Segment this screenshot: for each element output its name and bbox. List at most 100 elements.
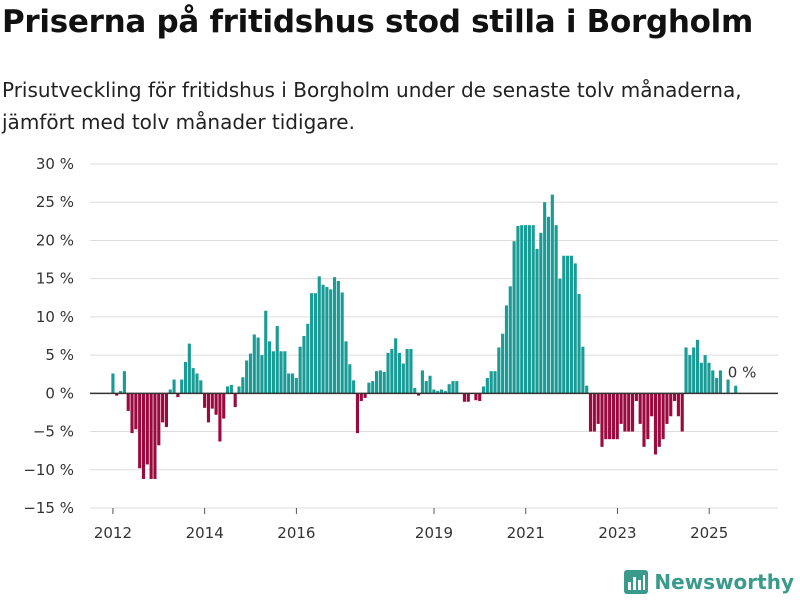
bar (329, 289, 333, 394)
bar (646, 393, 650, 440)
bar (699, 362, 703, 394)
bar (604, 393, 608, 440)
bar (210, 393, 214, 409)
bar (485, 378, 489, 394)
bar (715, 378, 719, 394)
bar (634, 393, 638, 401)
bar (566, 255, 570, 394)
y-tick-label: 0 % (45, 384, 74, 402)
bar (692, 347, 696, 394)
bar (268, 341, 272, 394)
bar (527, 225, 531, 394)
bar (141, 393, 146, 479)
bar (199, 380, 203, 394)
bar (134, 393, 138, 430)
bar (176, 393, 180, 398)
bar (627, 393, 631, 432)
bar (352, 380, 356, 394)
logo-text: Newsworthy (654, 570, 794, 594)
bar (218, 393, 222, 442)
chart-title: Priserna på fritidshus stod stilla i Bor… (2, 4, 753, 40)
bar (378, 370, 382, 394)
bar (394, 338, 398, 394)
bar (734, 385, 738, 394)
bar (707, 362, 711, 394)
bar (512, 241, 516, 394)
bar (684, 347, 688, 394)
bar (531, 225, 535, 394)
bar (172, 379, 176, 394)
bar (225, 386, 230, 394)
bar (588, 393, 593, 432)
bar (279, 351, 283, 394)
bar (180, 379, 184, 394)
bar (153, 393, 157, 479)
bar (111, 373, 115, 394)
bar (119, 391, 123, 394)
bar (669, 393, 673, 417)
bar (695, 339, 700, 394)
x-tick-label: 2023 (598, 524, 636, 542)
bar (676, 393, 680, 417)
bar (501, 333, 505, 394)
bar (592, 393, 596, 432)
y-tick-label: 20 % (36, 231, 74, 249)
bar (478, 393, 482, 401)
bar (344, 341, 348, 394)
bar (642, 393, 646, 447)
y-tick-label: 5 % (45, 346, 74, 364)
bar (203, 393, 207, 408)
bar (638, 393, 642, 424)
bar (439, 389, 444, 394)
bar (554, 225, 558, 394)
bar (520, 225, 524, 394)
bar (237, 386, 241, 394)
bar (524, 225, 528, 394)
bar (508, 286, 512, 394)
bar (348, 364, 352, 394)
bar (611, 393, 616, 440)
bar (222, 393, 226, 419)
bar (397, 352, 402, 394)
newsworthy-logo: Newsworthy (624, 570, 794, 594)
y-tick-label: 10 % (36, 308, 74, 326)
bar (417, 393, 421, 396)
bar (195, 373, 199, 394)
last-value-annotation: 0 % (728, 363, 757, 381)
bar (573, 263, 577, 394)
bar (569, 255, 573, 394)
bar (321, 284, 325, 394)
bar (420, 370, 424, 394)
bar (623, 393, 627, 432)
y-tick-label: 15 % (36, 270, 74, 288)
bar (562, 255, 566, 394)
bar (409, 349, 413, 394)
bar (214, 393, 218, 415)
bar (275, 326, 279, 394)
bar (187, 343, 191, 394)
x-tick-label: 2021 (507, 524, 545, 542)
bar (359, 393, 363, 401)
bar (489, 371, 493, 394)
bar (367, 382, 371, 394)
bar (302, 336, 306, 394)
x-tick-label: 2019 (415, 524, 453, 542)
bar (615, 393, 619, 440)
bar (390, 349, 394, 394)
bar (340, 292, 344, 394)
bar (432, 389, 436, 394)
bar (413, 387, 417, 394)
bar (363, 393, 367, 398)
x-tick-label: 2016 (277, 524, 315, 542)
bar (443, 391, 447, 394)
bar (161, 393, 165, 423)
bar (149, 393, 153, 479)
x-tick-label: 2012 (94, 524, 132, 542)
bar (650, 393, 654, 417)
bar (680, 393, 684, 432)
bar (405, 349, 409, 394)
bar (294, 378, 298, 394)
bar (711, 370, 715, 394)
bar (260, 355, 264, 394)
bar (661, 393, 665, 440)
